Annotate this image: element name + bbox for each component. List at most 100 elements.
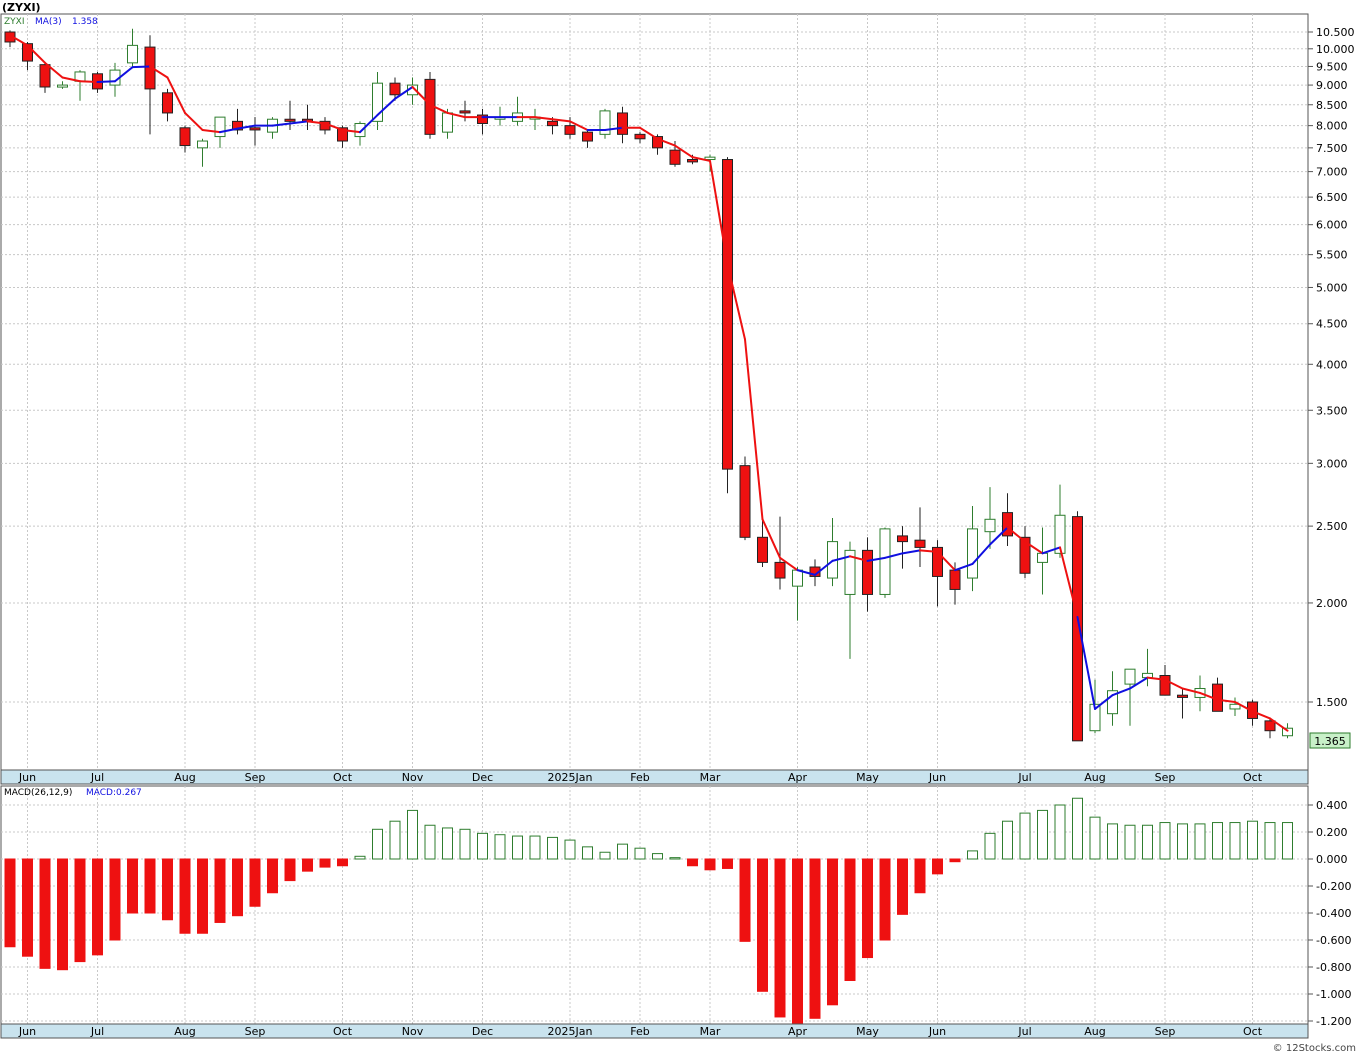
macd-bar — [1212, 822, 1223, 860]
macd-bar — [844, 858, 856, 981]
candle-body — [792, 569, 803, 587]
price-x-tick-label: Jun — [928, 771, 946, 784]
candle-body — [4, 31, 16, 43]
ma-segment — [989, 526, 1009, 546]
candle — [897, 526, 908, 569]
macd-bar — [1019, 812, 1031, 860]
candle-body — [372, 82, 383, 122]
price-x-tick-label: Mar — [700, 771, 721, 784]
price-y-tick-label: 3.000 — [1316, 457, 1348, 470]
candle-body — [162, 92, 173, 114]
candle-body — [1019, 536, 1031, 574]
macd-bar — [337, 858, 348, 867]
macd-bar — [1072, 797, 1083, 860]
macd-bar — [267, 858, 278, 894]
candle — [1124, 668, 1136, 726]
candle-body — [1054, 514, 1066, 554]
ma-segment — [849, 555, 869, 562]
ma-segment — [954, 562, 974, 572]
candle-body — [932, 546, 943, 577]
ma-segment — [1024, 540, 1044, 555]
candle — [1019, 526, 1031, 579]
candle — [57, 81, 68, 89]
macd-x-tick-label: Oct — [333, 1025, 353, 1038]
ma-segment — [866, 556, 886, 562]
candle — [1264, 718, 1276, 739]
macd-bar — [109, 858, 121, 941]
candle-body — [39, 64, 51, 88]
macd-x-axis: Jun Jul Aug Sep Oct Nov Dec 2025Jan Feb Mar Apr May… — [18, 1025, 1263, 1038]
price-y-tick-label: 1.500 — [1316, 696, 1348, 709]
candle-body — [984, 518, 996, 533]
macd-bar — [529, 835, 541, 860]
ma-segment — [1269, 717, 1289, 732]
macd-bar — [127, 858, 138, 914]
ma-segment — [1164, 678, 1184, 690]
macd-bar — [564, 839, 576, 860]
candle — [582, 129, 593, 148]
candle-body — [914, 539, 926, 548]
ma-segment — [831, 555, 851, 562]
macd-bar — [739, 858, 751, 942]
candle-body — [214, 116, 226, 138]
candle — [232, 108, 243, 135]
ma-segment — [1094, 694, 1114, 710]
ma-segment — [604, 126, 624, 131]
candle — [757, 519, 768, 568]
candle — [4, 30, 16, 48]
candle-body — [354, 122, 366, 138]
candle — [599, 108, 611, 139]
candle — [162, 88, 173, 122]
candle-body — [669, 149, 681, 165]
candle — [774, 516, 786, 590]
macd-x-tick-label: Jul — [1017, 1025, 1031, 1038]
price-x-axis-band — [0, 769, 1309, 785]
macd-y-tick-label: 0.200 — [1316, 826, 1348, 839]
ma-segment — [446, 111, 466, 119]
macd-bar — [634, 847, 646, 860]
price-y-tick-label: 8.000 — [1316, 120, 1348, 133]
ma-segment — [341, 128, 361, 134]
candle — [617, 106, 628, 144]
ma-segment — [166, 76, 186, 114]
macd-bar — [494, 834, 506, 860]
ma-segment — [236, 124, 256, 130]
macd-x-tick-label: Aug — [1084, 1025, 1105, 1038]
ma-segment — [726, 263, 746, 341]
ma-segment — [429, 103, 449, 114]
macd-x-tick-label: Jun — [928, 1025, 946, 1038]
ma-segment — [1059, 546, 1079, 619]
moving-average-line — [9, 34, 1289, 732]
candle — [914, 507, 926, 568]
price-x-tick-label: May — [856, 771, 879, 784]
price-y-tick-label: 4.500 — [1316, 318, 1348, 331]
candle — [372, 71, 383, 130]
macd-bar — [57, 858, 68, 971]
macd-bar — [1282, 822, 1293, 860]
ma-segment — [271, 122, 291, 127]
ma-segment — [814, 559, 834, 576]
macd-bar — [1089, 816, 1101, 860]
ma-segment — [1129, 676, 1149, 690]
macd-legend-label: MACD(26,12,9) — [4, 788, 72, 798]
price-x-tick-label: Aug — [174, 771, 195, 784]
macd-y-tick-label: 0.400 — [1316, 799, 1348, 812]
macd-bar — [424, 824, 436, 860]
ma-segment — [534, 116, 554, 121]
macd-bar — [197, 858, 208, 934]
macd-y-tick-label: -0.800 — [1316, 961, 1351, 974]
macd-x-tick-label: Aug — [174, 1025, 195, 1038]
ma-segment — [709, 159, 729, 266]
ma-segment — [1006, 526, 1026, 543]
macd-x-tick-label: Apr — [788, 1025, 808, 1038]
price-y-tick-label: 5.500 — [1316, 249, 1348, 262]
candle — [722, 157, 733, 494]
macd-bar — [1177, 823, 1188, 860]
candle-body — [1002, 512, 1013, 537]
price-x-axis: Jun Jul Aug Sep Oct Nov Dec 2025Jan Feb Mar Apr May… — [18, 771, 1263, 784]
macd-bar — [582, 846, 593, 860]
ma-segment — [919, 549, 939, 553]
macd-x-tick-label: 2025Jan — [548, 1025, 593, 1038]
macd-bar — [284, 858, 296, 882]
macd-y-tick-label: -1.200 — [1316, 1015, 1351, 1028]
